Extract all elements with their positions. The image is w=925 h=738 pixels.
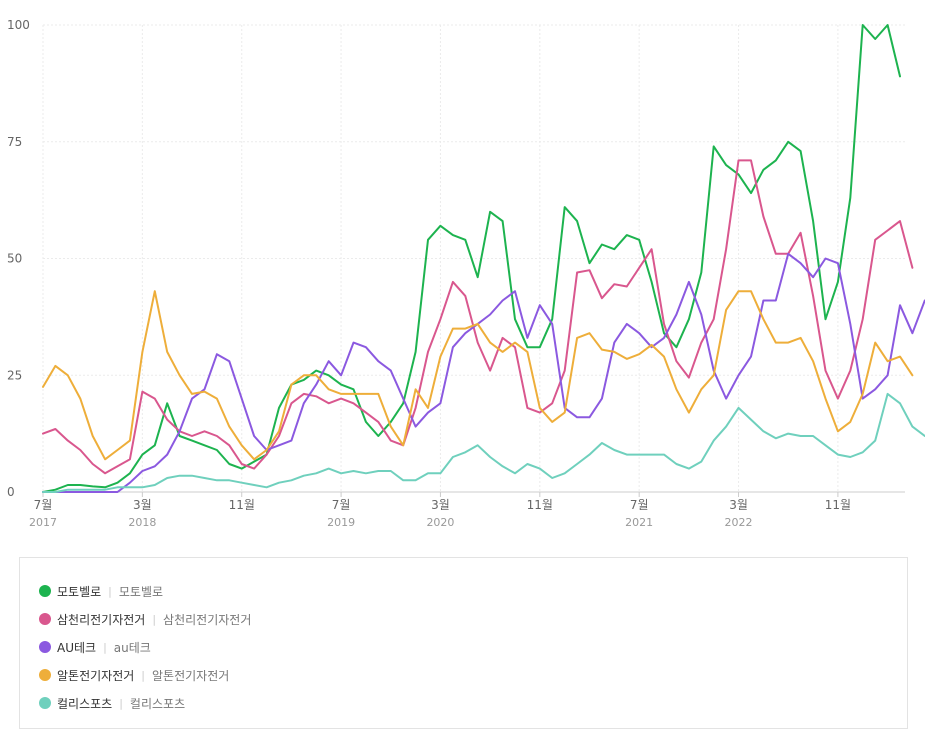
y-tick-label: 0 [7, 485, 15, 499]
legend-item-1[interactable]: 삼천리전기자전거 | 삼천리전기자전거 [39, 605, 907, 633]
legend-label: 모토벨로 [57, 584, 102, 599]
y-tick-label: 100 [7, 18, 30, 32]
x-year-label: 2017 [29, 516, 57, 529]
legend-keyword: 모토벨로 [118, 584, 164, 599]
legend: 모토벨로 | 모토벨로 삼천리전기자전거 | 삼천리전기자전거 AU테크 | a… [19, 557, 908, 729]
series-line-1 [42, 159, 914, 475]
x-tick-label: 11월 [229, 498, 255, 512]
x-tick-label: 7월 [332, 498, 351, 512]
line-chart: 0 25 50 75 100 7월 2017 3월 2018 11월 7월 2019 3월 2020 11월… [7, 18, 925, 529]
axis-labels: 0 25 50 75 100 7월 2017 3월 2018 11월 7월 2019 3월 2020 11월… [7, 18, 851, 529]
x-tick-label: 11월 [527, 498, 553, 512]
legend-separator: | [141, 668, 145, 682]
y-tick-label: 50 [7, 252, 22, 266]
x-tick-label: 3월 [729, 498, 748, 512]
legend-dot-icon [39, 697, 51, 709]
series-line-2 [42, 252, 925, 493]
legend-dot-icon [39, 585, 51, 597]
x-tick-label: 7월 [630, 498, 649, 512]
legend-item-4[interactable]: 컬리스포츠 | 컬리스포츠 [39, 689, 907, 717]
legend-keyword: 삼천리전기자전거 [163, 612, 252, 627]
x-year-label: 2020 [426, 516, 454, 529]
x-tick-label: 3월 [431, 498, 450, 512]
legend-dot-icon [39, 641, 51, 653]
grid-lines [42, 24, 905, 497]
legend-separator: | [119, 696, 123, 710]
legend-separator: | [103, 640, 107, 654]
legend-keyword: 알톤전기자전거 [152, 668, 230, 683]
legend-list: 모토벨로 | 모토벨로 삼천리전기자전거 | 삼천리전기자전거 AU테크 | a… [20, 558, 907, 717]
x-year-label: 2021 [625, 516, 653, 529]
x-tick-label: 7월 [34, 498, 53, 512]
x-year-label: 2018 [128, 516, 156, 529]
x-year-label: 2019 [327, 516, 355, 529]
legend-item-0[interactable]: 모토벨로 | 모토벨로 [39, 577, 907, 605]
x-tick-label: 3월 [133, 498, 152, 512]
legend-keyword: 컬리스포츠 [129, 696, 186, 711]
legend-keyword: au테크 [113, 640, 151, 655]
series-line-3 [42, 290, 914, 461]
series-line-4 [42, 392, 925, 493]
legend-separator: | [152, 612, 157, 626]
legend-label: 컬리스포츠 [57, 696, 113, 711]
legend-label: 삼천리전기자전거 [57, 612, 146, 627]
y-tick-label: 25 [7, 368, 22, 382]
legend-separator: | [108, 584, 112, 598]
legend-item-3[interactable]: 알톤전기자전거 | 알톤전기자전거 [39, 661, 907, 689]
series-line-0 [42, 24, 901, 493]
legend-dot-icon [39, 613, 51, 625]
y-tick-label: 75 [7, 135, 22, 149]
series-lines [42, 24, 925, 493]
legend-label: 알톤전기자전거 [57, 668, 135, 683]
x-tick-label: 11월 [825, 498, 851, 512]
x-year-label: 2022 [725, 516, 753, 529]
legend-dot-icon [39, 669, 51, 681]
legend-item-2[interactable]: AU테크 | au테크 [39, 633, 907, 661]
legend-label: AU테크 [57, 640, 97, 655]
